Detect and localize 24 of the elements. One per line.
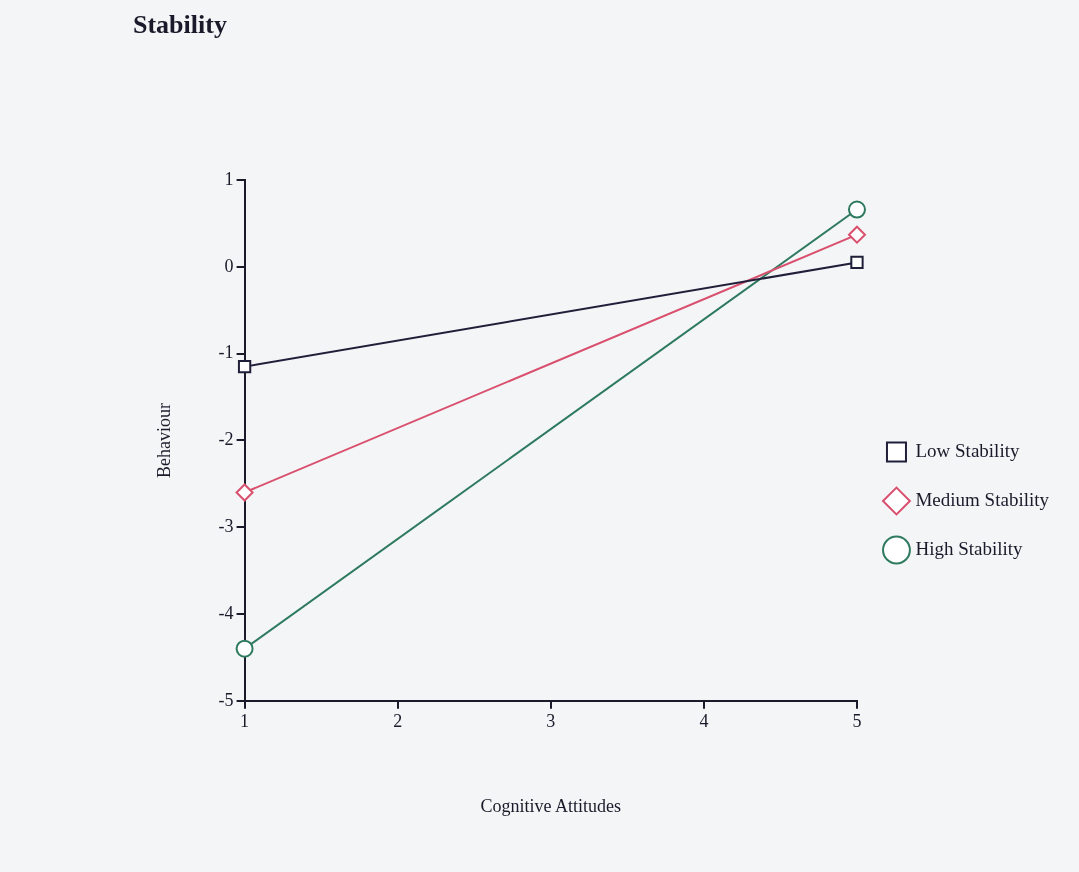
y-tick-label: -1 [218, 342, 234, 363]
y-tick-label: -2 [218, 429, 234, 450]
x-tick-label: 4 [699, 711, 709, 732]
y-tick-label: 1 [224, 168, 234, 189]
point [235, 639, 254, 658]
point [847, 225, 866, 244]
legend-label: High Stability [915, 537, 1024, 559]
y-tick-label: -4 [218, 602, 234, 623]
y-axis-title: Behaviour [153, 402, 174, 478]
y-tick-label: 0 [224, 255, 234, 276]
x-tick-label: 1 [240, 711, 250, 732]
point [235, 483, 254, 502]
x-tick-label: 2 [393, 711, 403, 732]
x-tick-label: 5 [852, 711, 862, 732]
legend-label: Low Stability [915, 439, 1020, 461]
y-tick-label: -3 [218, 515, 234, 536]
point [847, 200, 866, 219]
legend-label: Medium Stability [915, 488, 1050, 510]
y-tick-label: -5 [218, 689, 234, 710]
x-axis-title: Cognitive Attitudes [480, 795, 622, 816]
point [850, 255, 864, 270]
x-tick-label: 3 [546, 711, 556, 732]
chart-title: Stability [133, 10, 227, 40]
point [237, 359, 252, 374]
